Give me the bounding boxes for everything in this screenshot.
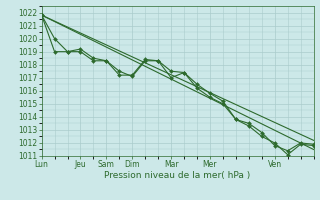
X-axis label: Pression niveau de la mer( hPa ): Pression niveau de la mer( hPa ) <box>104 171 251 180</box>
